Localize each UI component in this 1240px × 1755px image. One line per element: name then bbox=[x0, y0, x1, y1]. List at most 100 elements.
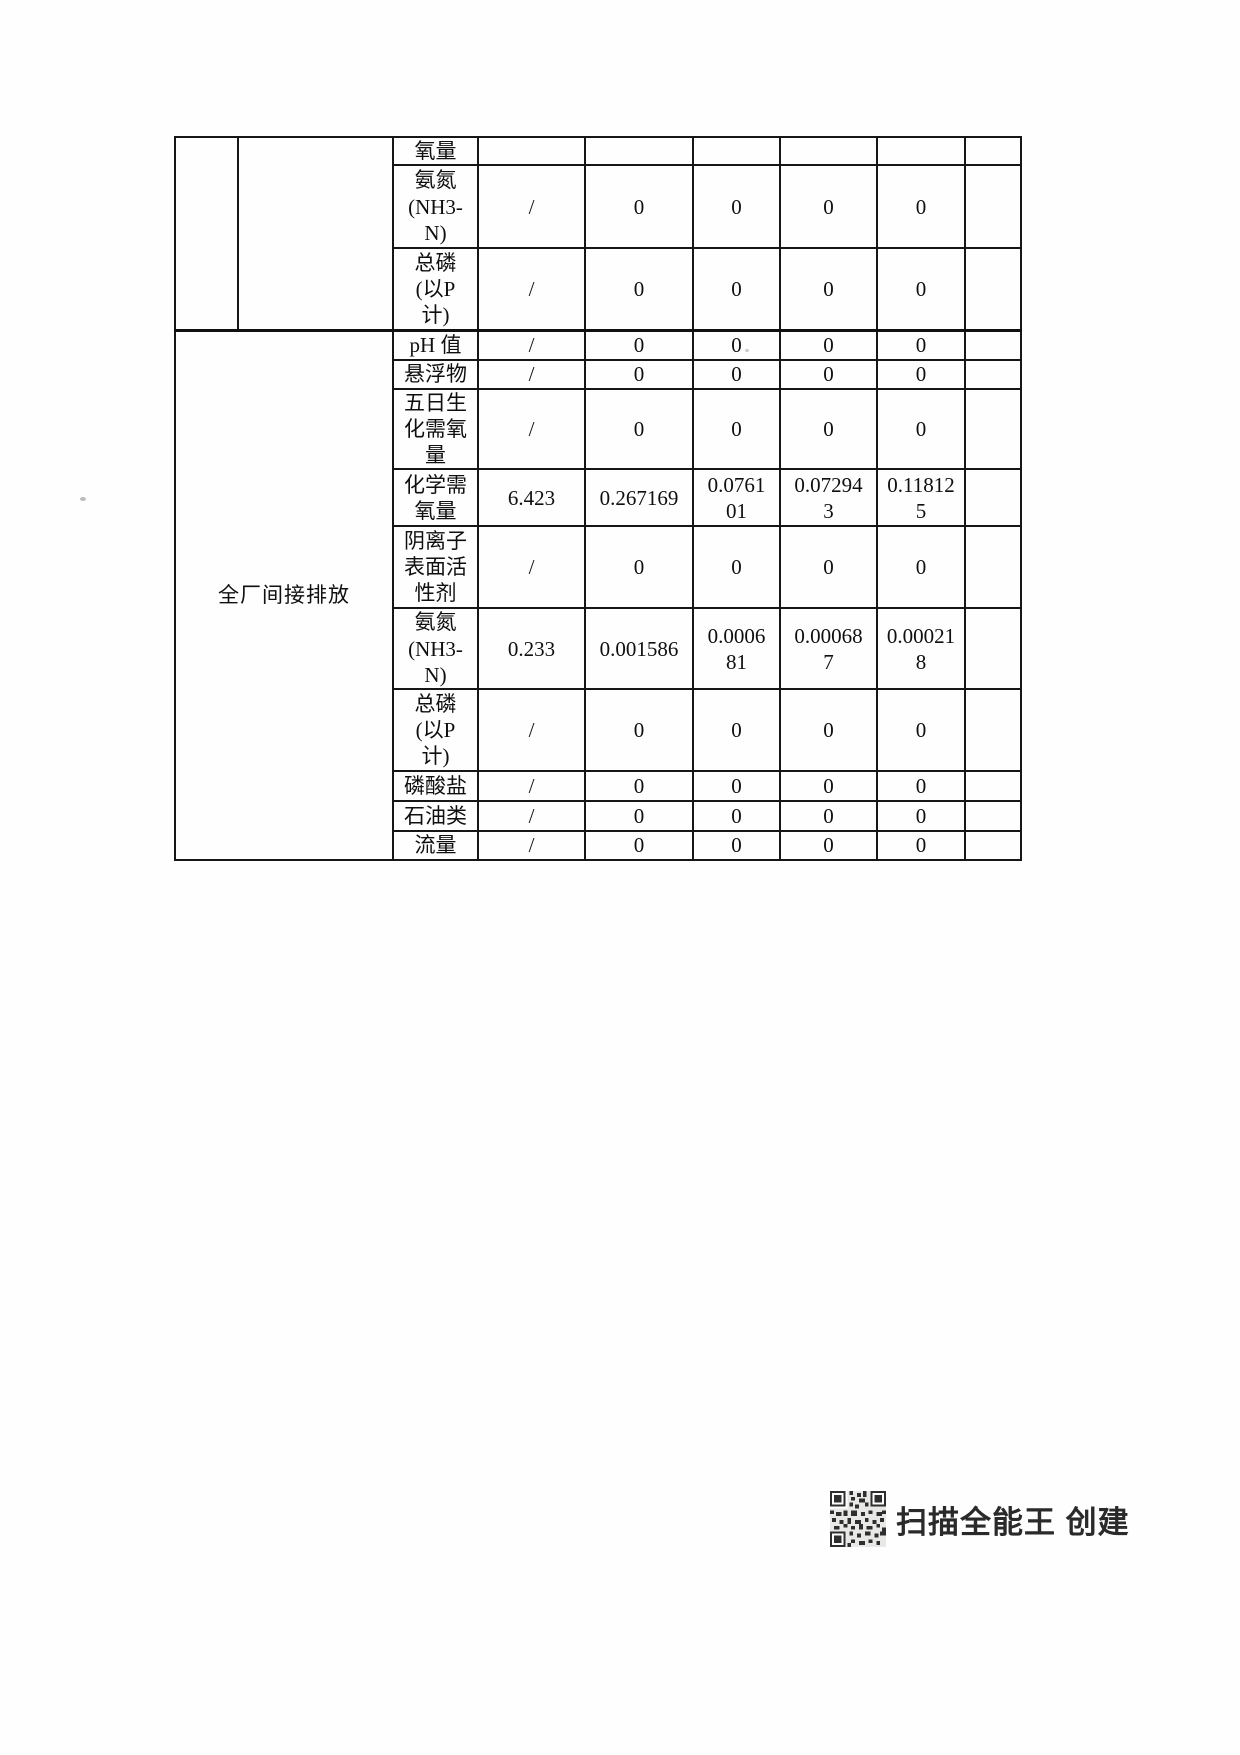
empty-tail-cell bbox=[964, 135, 1022, 167]
value-cell: 0 bbox=[779, 328, 878, 362]
empty-tail-cell bbox=[964, 525, 1022, 610]
table-row: 化学需 氧量 6.423 0.267169 0.0761 01 0.07294 3 0.1… bbox=[175, 468, 1022, 528]
value-cell: 0 bbox=[876, 688, 966, 773]
table-row: 石油类/0 0 0 0 bbox=[175, 800, 1022, 833]
table-row: 氧量 bbox=[174, 135, 1022, 332]
empty-tail-cell bbox=[964, 328, 1022, 362]
empty-tail-cell bbox=[964, 770, 1022, 803]
value-cell: 0.00068 7 bbox=[779, 607, 878, 691]
value-cell bbox=[692, 135, 781, 167]
value-cell: 0 bbox=[779, 688, 878, 773]
parameter-cell: 磷酸盐 bbox=[392, 770, 479, 803]
parameter-cell: 悬浮物 bbox=[392, 359, 479, 390]
value-cell: / bbox=[477, 800, 586, 833]
value-cell bbox=[477, 135, 586, 167]
value-cell: 0 bbox=[876, 525, 966, 610]
value-cell bbox=[584, 135, 694, 167]
value-cell: / bbox=[477, 525, 586, 610]
table-row: 磷酸盐/0 0 0 0 bbox=[175, 770, 1022, 803]
scan-artifact bbox=[745, 349, 749, 352]
value-cell: / bbox=[477, 688, 586, 773]
value-cell: 0 bbox=[779, 525, 878, 610]
value-cell: 0 bbox=[584, 164, 694, 250]
value-cell: 0 bbox=[876, 387, 966, 471]
value-cell: 6.423 bbox=[477, 468, 586, 528]
value-cell: 0 bbox=[692, 830, 781, 861]
value-cell: 0.11812 5 bbox=[876, 468, 966, 528]
watermark-label: 扫描全能王 创建 bbox=[896, 1504, 1130, 1540]
value-cell: 0 bbox=[876, 770, 966, 803]
value-cell: 0 bbox=[876, 830, 966, 861]
value-cell: 0.001586 bbox=[584, 607, 694, 691]
value-cell: 0 bbox=[584, 770, 694, 803]
empty-tail-cell bbox=[964, 247, 1022, 332]
value-cell: 0 bbox=[876, 800, 966, 833]
empty-group-cell bbox=[237, 135, 394, 332]
qr-code-icon bbox=[830, 1491, 886, 1547]
parameter-cell: 流量 bbox=[392, 830, 479, 861]
value-cell: 0 bbox=[584, 830, 694, 861]
value-cell: 0 bbox=[779, 830, 878, 861]
scan-artifact bbox=[80, 497, 86, 501]
value-cell: 0 bbox=[692, 247, 781, 332]
value-cell: / bbox=[477, 328, 586, 362]
value-cell: 0 bbox=[779, 770, 878, 803]
value-cell: 0 bbox=[692, 800, 781, 833]
value-cell: 0 bbox=[584, 328, 694, 362]
table-body: 氧量 氨氮 (NH3- N)/0 0 0 0 总磷 (以P 计)/0 0 0 0 全厂间接排放 pH… bbox=[174, 135, 1022, 861]
value-cell bbox=[779, 135, 878, 167]
parameter-cell: 总磷 (以P 计) bbox=[392, 688, 479, 773]
value-cell: 0 bbox=[876, 164, 966, 250]
parameter-cell: 石油类 bbox=[392, 800, 479, 833]
empty-tail-cell bbox=[964, 800, 1022, 833]
empty-tail-cell bbox=[964, 359, 1022, 390]
row-group-label: 全厂间接排放 bbox=[174, 328, 394, 861]
table-row: 总磷 (以P 计)/0 0 0 0 bbox=[175, 688, 1022, 773]
value-cell: / bbox=[477, 247, 586, 332]
camscanner-watermark: 扫描全能王 创建 bbox=[830, 1491, 1130, 1547]
table-row: 阴离子 表面活 性剂/0 0 0 0 bbox=[175, 525, 1022, 610]
value-cell: / bbox=[477, 387, 586, 471]
value-cell: 0 bbox=[779, 387, 878, 471]
parameter-cell: 阴离子 表面活 性剂 bbox=[392, 525, 479, 610]
value-cell: 0 bbox=[876, 247, 966, 332]
value-cell: 0 bbox=[692, 359, 781, 390]
value-cell: 0 bbox=[584, 688, 694, 773]
value-cell: 0 bbox=[692, 387, 781, 471]
empty-tail-cell bbox=[964, 830, 1022, 861]
value-cell: 0.233 bbox=[477, 607, 586, 691]
value-cell: 0 bbox=[584, 525, 694, 610]
parameter-cell: pH 值 bbox=[392, 328, 479, 362]
empty-tail-cell bbox=[964, 607, 1022, 691]
table-row: 全厂间接排放 pH 值/0 0 0 0 bbox=[174, 328, 1022, 861]
value-cell: 0 bbox=[692, 688, 781, 773]
value-cell: 0 bbox=[692, 525, 781, 610]
empty-tail-cell bbox=[964, 688, 1022, 773]
value-cell: / bbox=[477, 359, 586, 390]
value-cell: 0 bbox=[584, 800, 694, 833]
value-cell: 0.07294 3 bbox=[779, 468, 878, 528]
emissions-data-table: 氧量 氨氮 (NH3- N)/0 0 0 0 总磷 (以P 计)/0 0 0 0 全厂间接排放 pH… bbox=[174, 135, 1022, 861]
value-cell: 0.0006 81 bbox=[692, 607, 781, 691]
value-cell: 0 bbox=[779, 164, 878, 250]
value-cell: 0 bbox=[876, 328, 966, 362]
value-cell: 0 bbox=[584, 387, 694, 471]
value-cell: / bbox=[477, 770, 586, 803]
value-cell: 0 bbox=[779, 800, 878, 833]
table-row: 氨氮 (NH3- N)/0 0 0 0 bbox=[175, 164, 1022, 250]
empty-tail-cell bbox=[964, 468, 1022, 528]
empty-tail-cell bbox=[964, 387, 1022, 471]
table-row: 总磷 (以P 计)/0 0 0 0 bbox=[175, 247, 1022, 332]
parameter-cell: 氧量 bbox=[392, 135, 479, 167]
parameter-cell: 氨氮 (NH3- N) bbox=[392, 607, 479, 691]
value-cell: 0 bbox=[876, 359, 966, 390]
parameter-cell: 五日生 化需氧 量 bbox=[392, 387, 479, 471]
parameter-cell: 氨氮 (NH3- N) bbox=[392, 164, 479, 250]
value-cell: / bbox=[477, 164, 586, 250]
value-cell: 0.0761 01 bbox=[692, 468, 781, 528]
value-cell: / bbox=[477, 830, 586, 861]
table-row: 流量/0 0 0 0 bbox=[175, 830, 1022, 861]
value-cell: 0 bbox=[692, 164, 781, 250]
table-row: 五日生 化需氧 量/0 0 0 0 bbox=[175, 387, 1022, 471]
table-row: 悬浮物/0 0 0 0 bbox=[175, 359, 1022, 390]
